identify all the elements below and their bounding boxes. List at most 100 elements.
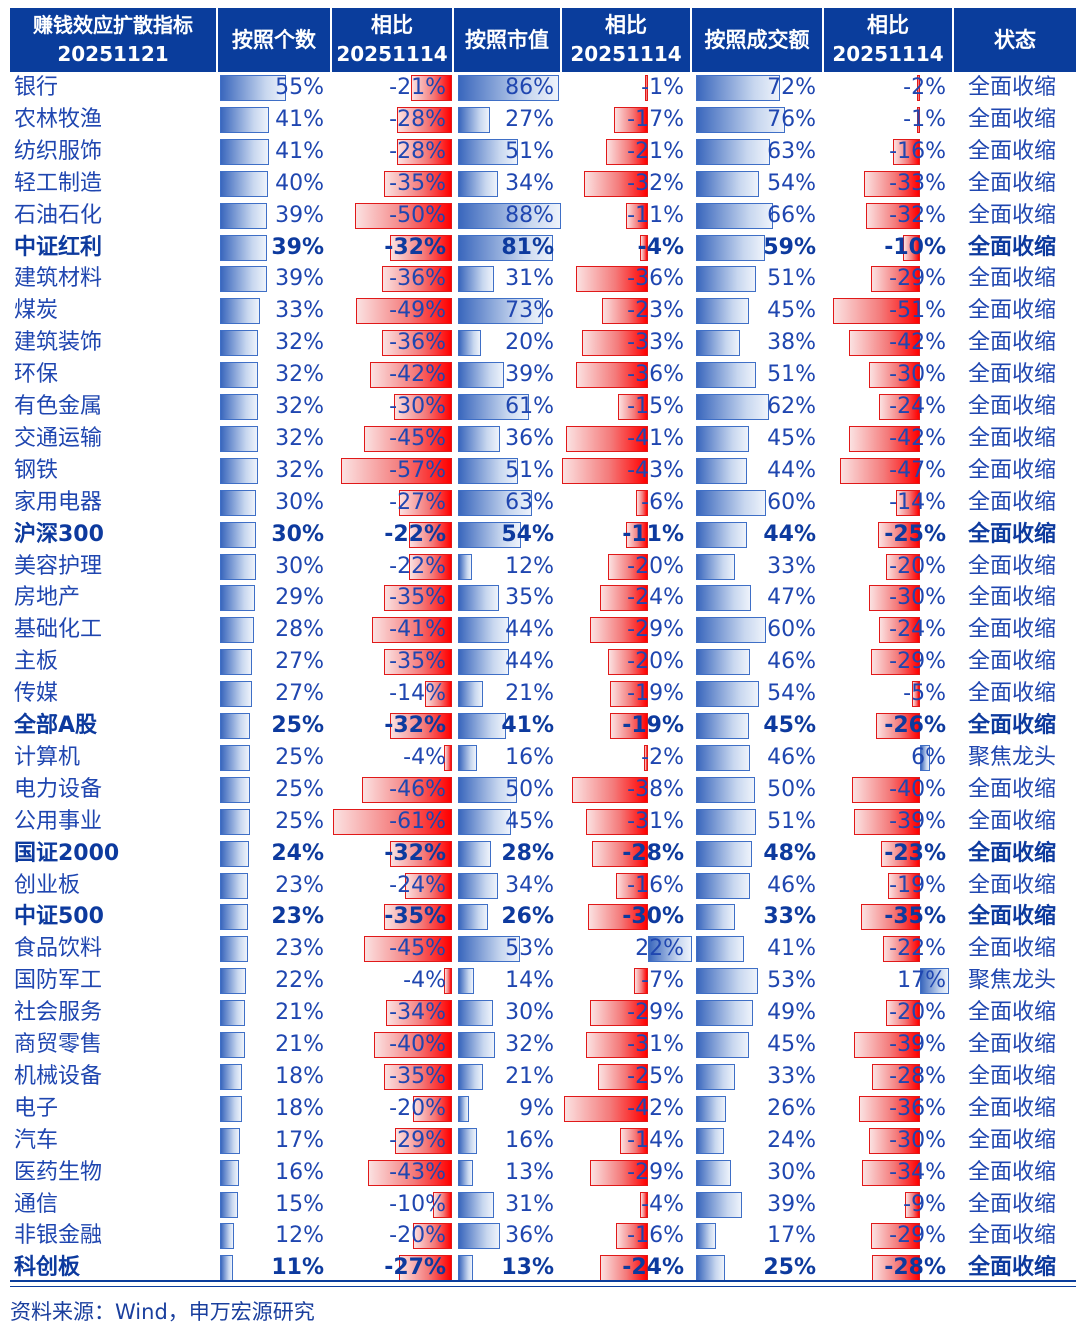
table-row: 环保 32% -42% 39% -36% 51% -30% 全面收缩	[10, 359, 1076, 391]
row-name: 社会服务	[14, 1000, 103, 1026]
count-value: 24%	[271, 840, 324, 866]
row-status: 全面收缩	[968, 872, 1057, 898]
count-chg-value: -22%	[384, 521, 446, 547]
row-name: 家用电器	[14, 489, 103, 515]
mktcap-value: 61%	[505, 394, 554, 419]
mktcap-value: 34%	[505, 872, 554, 898]
header-turnover-label: 按照成交额	[704, 27, 810, 52]
mktcap-chg-bar	[610, 681, 648, 708]
header-mktcap-label: 按照市值	[465, 27, 549, 52]
row-status: 全面收缩	[968, 904, 1057, 930]
turnover-bar	[696, 266, 756, 293]
count-chg-bar	[362, 776, 452, 803]
table-row: 石油石化 39% -50% 88% -11% 66% -32% 全面收缩	[10, 200, 1076, 232]
mktcap-chg-bar	[576, 266, 648, 293]
turnover-chg-bar	[911, 681, 920, 708]
header-cmp-label: 相比	[867, 13, 909, 37]
row-name: 农林牧渔	[14, 106, 103, 132]
turnover-value: 33%	[763, 904, 816, 930]
table-row: 建筑装饰 32% -36% 20% -33% 38% -42% 全面收缩	[10, 327, 1076, 359]
row-status: 聚焦龙头	[968, 968, 1057, 994]
turnover-bar	[696, 1223, 716, 1250]
mktcap-chg-value: -16%	[627, 872, 684, 898]
turnover-value: 60%	[767, 617, 816, 643]
turnover-chg-bar	[862, 1159, 920, 1186]
turnover-chg-bar	[917, 106, 920, 133]
turnover-value: 46%	[767, 872, 816, 898]
mktcap-bar	[458, 138, 518, 165]
count-value: 23%	[275, 872, 324, 898]
turnover-value: 25%	[763, 1255, 816, 1281]
count-bar	[220, 266, 267, 293]
count-chg-value: -21%	[389, 75, 446, 100]
count-chg-bar	[364, 425, 452, 452]
count-chg-value: -28%	[389, 106, 446, 132]
turnover-value: 72%	[767, 75, 816, 100]
row-name: 沪深300	[14, 521, 104, 547]
header-count-cmp: 相比 20251114	[332, 8, 452, 72]
row-name: 中证500	[14, 904, 104, 930]
header-cmp-date: 20251114	[570, 42, 682, 66]
mktcap-bar	[458, 1191, 495, 1218]
mktcap-chg-bar	[562, 457, 648, 484]
turnover-value: 60%	[767, 489, 816, 515]
turnover-chg-bar	[920, 744, 931, 771]
count-value: 18%	[275, 1063, 324, 1089]
count-bar	[220, 362, 259, 389]
row-name: 房地产	[14, 585, 81, 611]
table-row: 银行 55% -21% 86% -1% 72% -2% 全面收缩	[10, 72, 1076, 104]
turnover-chg-bar	[886, 1000, 920, 1027]
mktcap-chg-value: -31%	[627, 1032, 684, 1057]
turnover-bar	[696, 298, 749, 325]
row-name: 有色金属	[14, 394, 103, 419]
turnover-value: 41%	[767, 936, 816, 962]
turnover-bar	[696, 649, 750, 676]
row-status: 全面收缩	[968, 1032, 1057, 1057]
turnover-bar	[696, 170, 760, 197]
row-name: 轻工制造	[14, 170, 103, 196]
mktcap-chg-bar	[600, 585, 648, 612]
turnover-bar	[696, 1032, 749, 1058]
count-chg-value: -45%	[389, 425, 446, 451]
turnover-value: 24%	[767, 1127, 816, 1153]
count-chg-bar	[370, 362, 452, 389]
count-chg-bar	[432, 1191, 452, 1218]
count-value: 32%	[275, 362, 324, 388]
table-row: 中证500 23% -35% 26% -30% 33% -35% 全面收缩	[10, 901, 1076, 933]
row-status: 全面收缩	[968, 1159, 1057, 1185]
table-row: 机械设备 18% -35% 21% -25% 33% -28% 全面收缩	[10, 1061, 1076, 1093]
turnover-chg-value: -34%	[889, 1159, 946, 1185]
mktcap-bar	[458, 553, 473, 580]
table-row: 医药生物 16% -43% 13% -29% 30% -34% 全面收缩	[10, 1157, 1076, 1189]
count-value: 25%	[271, 713, 324, 738]
turnover-chg-bar	[865, 202, 920, 229]
count-chg-bar	[397, 106, 452, 133]
turnover-value: 51%	[767, 808, 816, 834]
mktcap-chg-bar	[608, 553, 648, 580]
mktcap-chg-bar	[636, 489, 648, 516]
mktcap-chg-value: -7%	[641, 968, 684, 994]
count-bar	[220, 936, 248, 963]
table-row: 传媒 27% -14% 21% -19% 54% -5% 全面收缩	[10, 678, 1076, 710]
header-title-line1: 赚钱效应扩散指标	[33, 13, 193, 37]
table-row: 美容护理 30% -22% 12% -20% 33% -20% 全面收缩	[10, 551, 1076, 583]
table-row: 中证红利 39% -32% 81% -4% 59% -10% 全面收缩	[10, 232, 1076, 264]
row-name: 基础化工	[14, 617, 103, 643]
count-value: 30%	[275, 489, 324, 515]
row-status: 全面收缩	[968, 330, 1057, 356]
count-bar	[220, 808, 250, 835]
header-separator	[216, 8, 218, 72]
count-bar	[220, 617, 254, 644]
row-name: 电力设备	[14, 776, 103, 802]
row-name: 科创板	[14, 1255, 81, 1281]
count-value: 32%	[275, 425, 324, 451]
row-status: 全面收缩	[968, 1223, 1057, 1249]
count-bar	[220, 840, 249, 867]
mktcap-value: 51%	[505, 457, 554, 483]
turnover-value: 49%	[767, 1000, 816, 1026]
mktcap-value: 9%	[519, 1095, 554, 1121]
mktcap-chg-bar	[616, 872, 648, 899]
turnover-bar	[696, 106, 785, 133]
row-name: 医药生物	[14, 1159, 103, 1185]
table-row: 有色金属 32% -30% 61% -15% 62% -24% 全面收缩	[10, 391, 1076, 423]
